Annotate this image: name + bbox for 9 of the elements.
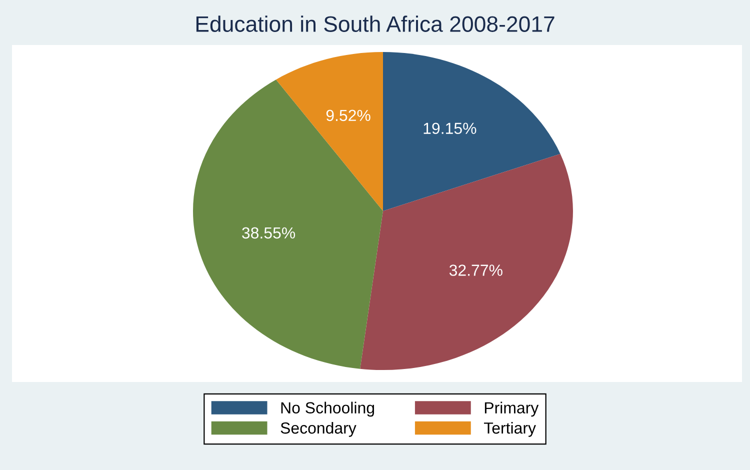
chart-title: Education in South Africa 2008-2017 bbox=[196, 16, 554, 32]
data-label: 19.15% bbox=[424, 122, 476, 134]
legend-label: Primary bbox=[484, 402, 539, 417]
data-label: 38.55% bbox=[242, 227, 296, 239]
legend-label: No Schooling bbox=[281, 402, 374, 417]
legend-label: Secondary bbox=[280, 422, 356, 437]
data-label: 9.52% bbox=[326, 110, 370, 122]
data-label: 32.77% bbox=[449, 264, 502, 276]
legend-label: Tertiary bbox=[484, 422, 536, 437]
